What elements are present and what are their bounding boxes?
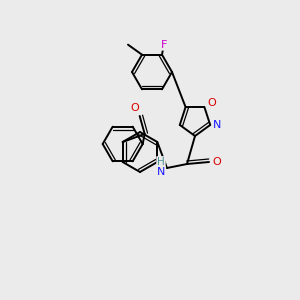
Text: H: H (157, 157, 165, 167)
Text: F: F (161, 40, 167, 50)
Text: O: O (213, 157, 221, 167)
Text: N: N (213, 120, 221, 130)
Text: O: O (130, 103, 139, 113)
Text: N: N (157, 167, 165, 177)
Text: O: O (207, 98, 216, 108)
